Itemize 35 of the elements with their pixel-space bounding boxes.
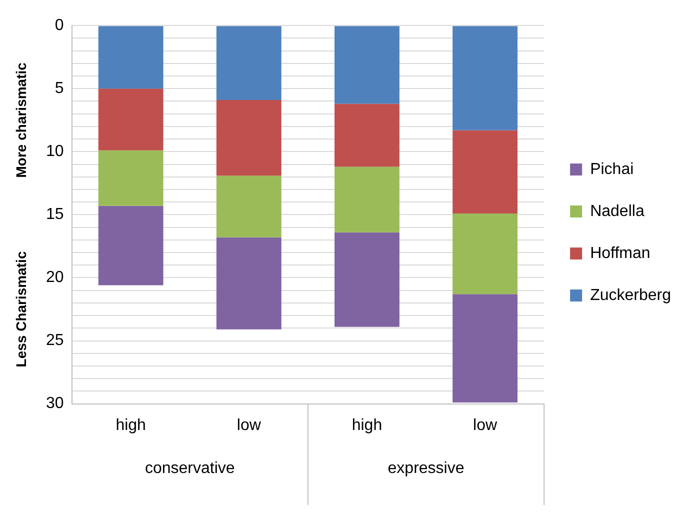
- text: Less Charismatic: [12, 251, 29, 368]
- bar: [334, 232, 400, 327]
- bar: [98, 88, 164, 150]
- legend-label: Pichai: [590, 160, 634, 178]
- bar: [216, 26, 282, 100]
- y-tick-label: 5: [54, 80, 64, 98]
- bar: [216, 176, 282, 238]
- bar: [452, 294, 518, 403]
- bar: [334, 166, 400, 232]
- y-tick-label: 20: [46, 269, 64, 286]
- bar: [452, 213, 518, 294]
- y-tick-label: 30: [46, 395, 64, 412]
- bar: [334, 26, 400, 104]
- bar: [334, 104, 400, 167]
- bar: [98, 150, 164, 206]
- legend-label: Hoffman: [590, 244, 650, 262]
- bar: [98, 206, 164, 286]
- text: More charismatic: [12, 62, 29, 178]
- x-tick-label: low: [473, 416, 498, 434]
- x-tick-label: low: [236, 416, 262, 434]
- text: expressive: [388, 460, 464, 478]
- x-tick-label: high: [352, 416, 382, 434]
- x-tick-label: high: [116, 416, 146, 434]
- y-tick-label: 0: [54, 17, 64, 34]
- y-tick-label: 15: [46, 206, 64, 224]
- y-tick-label: 10: [46, 143, 64, 160]
- bar: [98, 26, 164, 89]
- legend-label: Zuckerberg: [590, 286, 671, 304]
- text: conservative: [144, 460, 235, 478]
- bar: [452, 26, 518, 130]
- bar: [216, 100, 282, 176]
- legend-label: Nadella: [590, 202, 644, 220]
- bar: [452, 130, 518, 214]
- y-tick-label: 25: [46, 332, 64, 350]
- bar: [216, 237, 282, 330]
